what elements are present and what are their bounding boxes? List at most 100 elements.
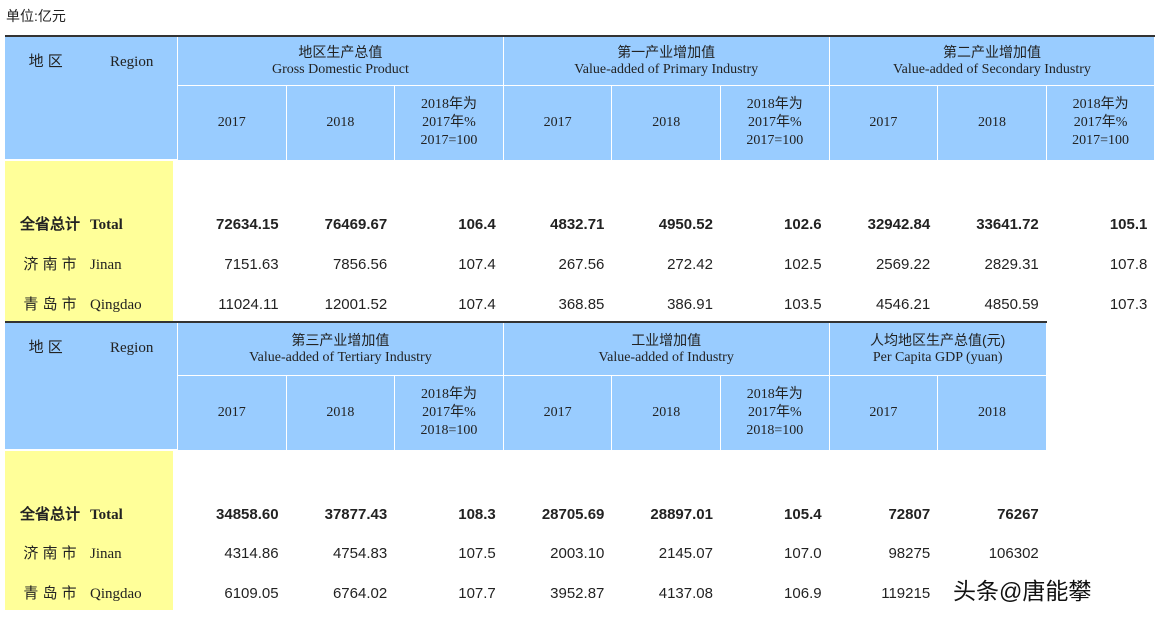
column-header: 2018年为 2017年% 2018=100 xyxy=(395,376,504,451)
group-header-en: Gross Domestic Product xyxy=(271,62,409,77)
group-header-en: Value-added of Primary Industry xyxy=(574,62,759,77)
column-header: 2018 xyxy=(612,376,721,451)
watermark: 头条@唐能攀 xyxy=(953,577,1092,605)
value-cell: 2145.07 xyxy=(658,545,713,563)
column-header: 2018 xyxy=(938,86,1047,161)
group-header-cn: 第三产业增加值 xyxy=(291,332,390,348)
table-top-border xyxy=(5,321,1047,323)
value-cell: 6109.05 xyxy=(224,584,279,602)
group-header-en: Per Capita GDP (yuan) xyxy=(872,350,1003,365)
group-header-cn: 第一产业增加值 xyxy=(617,44,716,60)
value-cell: 11024.11 xyxy=(218,296,279,313)
column-header: 2018年为 2017年% 2017=100 xyxy=(395,86,504,161)
value-cell: 2829.31 xyxy=(984,256,1039,273)
value-cell: 76267 xyxy=(997,505,1039,523)
region-en: Jinan xyxy=(90,257,122,273)
region-en: Jinan xyxy=(90,546,122,563)
column-header: 2017 xyxy=(503,86,613,161)
region-en: Qingdao xyxy=(90,297,142,313)
group-header: 人均地区生产总值(元) Per Capita GDP (yuan) xyxy=(829,323,1047,376)
value-cell: 33641.72 xyxy=(976,216,1039,233)
group-header-cn: 地区生产总值 xyxy=(298,44,383,60)
value-cell: 76469.67 xyxy=(324,216,388,233)
region-cn: 全省总计 xyxy=(19,216,80,233)
region-cn: 全省总计 xyxy=(19,505,80,523)
region-cn: 青 岛 市 xyxy=(23,296,77,313)
region-header-cn: 地 区 xyxy=(28,339,63,356)
value-cell: 7151.63 xyxy=(224,256,279,273)
value-cell: 107.4 xyxy=(458,296,496,313)
value-cell: 105.4 xyxy=(784,505,822,523)
value-cell: 72807 xyxy=(888,505,931,523)
value-cell: 4832.71 xyxy=(550,216,605,233)
column-header: 2017 xyxy=(503,376,613,451)
value-cell: 102.6 xyxy=(784,216,822,233)
value-cell: 34858.60 xyxy=(216,505,279,523)
value-cell: 267.56 xyxy=(558,256,605,273)
value-cell: 3952.87 xyxy=(550,584,605,602)
region-column-bg xyxy=(5,451,173,610)
value-cell: 107.8 xyxy=(1109,256,1148,273)
value-cell: 7856.56 xyxy=(332,256,388,273)
value-cell: 32942.84 xyxy=(867,216,931,233)
group-header: 第一产业增加值 Value-added of Primary Industry xyxy=(503,37,830,86)
value-cell: 4754.83 xyxy=(332,545,388,563)
value-cell: 107.4 xyxy=(458,256,496,273)
value-cell: 103.5 xyxy=(784,296,822,313)
column-header: 2018年为 2017年% 2017=100 xyxy=(721,86,830,161)
column-header: 2017 xyxy=(178,376,287,451)
value-cell: 107.0 xyxy=(784,545,822,563)
region-en: Qingdao xyxy=(90,585,142,602)
region-cn: 济 南 市 xyxy=(23,256,77,273)
value-cell: 119215 xyxy=(881,584,931,602)
region-header: 地 区 Region xyxy=(5,37,178,160)
unit-label: 单位:亿元 xyxy=(6,8,66,24)
value-cell: 12001.52 xyxy=(324,296,388,313)
value-cell: 4546.21 xyxy=(875,296,931,313)
region-header: 地 区 Region xyxy=(5,323,178,450)
value-cell: 105.1 xyxy=(1109,216,1148,233)
value-cell: 28705.69 xyxy=(541,505,605,523)
value-cell: 107.7 xyxy=(458,584,496,602)
value-cell: 4950.52 xyxy=(658,216,713,233)
table-top-border xyxy=(5,35,1156,37)
value-cell: 2003.10 xyxy=(550,545,605,563)
value-cell: 4850.59 xyxy=(984,296,1039,313)
column-header: 2017 xyxy=(178,86,287,161)
column-header: 2018年为 2017年% 2017=100 xyxy=(1046,86,1156,161)
value-cell: 107.3 xyxy=(1109,296,1148,313)
value-cell: 107.5 xyxy=(458,545,496,563)
column-header: 2017 xyxy=(829,86,939,161)
region-header-en: Region xyxy=(110,340,154,356)
group-header: 工业增加值 Value-added of Industry xyxy=(503,323,830,376)
group-header: 地区生产总值 Gross Domestic Product xyxy=(178,37,504,86)
value-cell: 4314.86 xyxy=(224,545,279,563)
group-header-en: Value-added of Secondary Industry xyxy=(893,62,1091,77)
value-cell: 102.5 xyxy=(784,256,822,273)
region-column-bg xyxy=(5,161,173,321)
value-cell: 2569.22 xyxy=(875,256,931,273)
group-header-en: Value-added of Industry xyxy=(598,350,734,365)
column-header: 2018 xyxy=(286,86,396,161)
group-header-en: Value-added of Tertiary Industry xyxy=(249,350,432,365)
value-cell: 98275 xyxy=(888,545,931,563)
value-cell: 28897.01 xyxy=(650,505,713,523)
value-cell: 108.3 xyxy=(458,505,496,523)
region-en: Total xyxy=(90,217,123,233)
value-cell: 6764.02 xyxy=(332,584,388,602)
region-en: Total xyxy=(90,506,123,523)
group-header-cn: 人均地区生产总值(元) xyxy=(870,332,1006,348)
value-cell: 272.42 xyxy=(667,256,713,273)
group-header-cn: 第二产业增加值 xyxy=(942,44,1041,60)
value-cell: 106.9 xyxy=(784,584,822,602)
region-header-en: Region xyxy=(110,54,154,70)
column-header: 2017 xyxy=(829,376,939,451)
column-header: 2018年为 2017年% 2018=100 xyxy=(721,376,830,451)
value-cell: 106302 xyxy=(988,545,1039,563)
value-cell: 386.91 xyxy=(667,296,713,313)
group-header: 第三产业增加值 Value-added of Tertiary Industry xyxy=(178,323,504,376)
value-cell: 106.4 xyxy=(458,216,496,233)
value-cell: 368.85 xyxy=(558,296,605,313)
group-header-cn: 工业增加值 xyxy=(631,332,702,348)
